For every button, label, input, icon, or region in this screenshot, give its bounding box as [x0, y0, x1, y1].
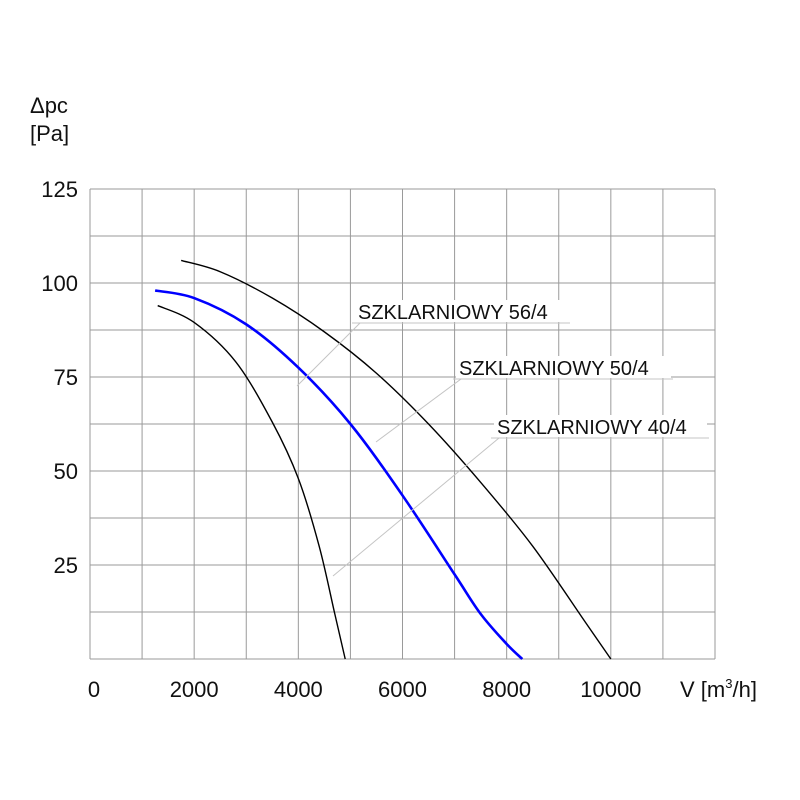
annotation-leaders: [296, 322, 709, 577]
x-tick-label: 8000: [482, 677, 531, 702]
x-tick-label: 10000: [580, 677, 641, 702]
series-line-2: [154, 289, 524, 660]
y-tick-label: 75: [54, 365, 78, 390]
y-axis-label-unit: [Pa]: [30, 121, 70, 146]
y-tick-label: 25: [54, 553, 78, 578]
annotation-label: SZKLARNIOWY 40/4: [497, 417, 687, 439]
y-tick-label: 125: [41, 177, 78, 202]
annotation-background: [355, 300, 568, 322]
annotations: SZKLARNIOWY 56/4 SZKLARNIOWY 50/4 SZKLARNI…: [355, 300, 707, 439]
curves: [154, 259, 612, 660]
annotation-leader-line: [375, 378, 462, 443]
annotation-background: [494, 415, 707, 437]
y-axis-label-symbol: Δpc: [30, 93, 68, 118]
y-tick-label: 50: [54, 459, 78, 484]
annotation-background: [456, 356, 671, 378]
annotation-leader-line: [332, 437, 500, 577]
y-tick-label: 100: [41, 271, 78, 296]
y-tick-labels: 25 50 75 100 125: [41, 177, 78, 578]
x-axis-label: V [m3/h]: [680, 676, 757, 702]
x-tick-labels: 0 2000 4000 6000 8000 10000: [88, 677, 642, 702]
annotation-label: SZKLARNIOWY 50/4: [459, 358, 649, 380]
series-line-1: [180, 259, 612, 660]
annotation-label: SZKLARNIOWY 56/4: [358, 302, 548, 324]
x-tick-label: 2000: [170, 677, 219, 702]
x-tick-label: 4000: [274, 677, 323, 702]
x-tick-label: 0: [88, 677, 100, 702]
series-line-3: [157, 304, 346, 660]
annotation-leader-line: [296, 322, 361, 387]
x-tick-label: 6000: [378, 677, 427, 702]
